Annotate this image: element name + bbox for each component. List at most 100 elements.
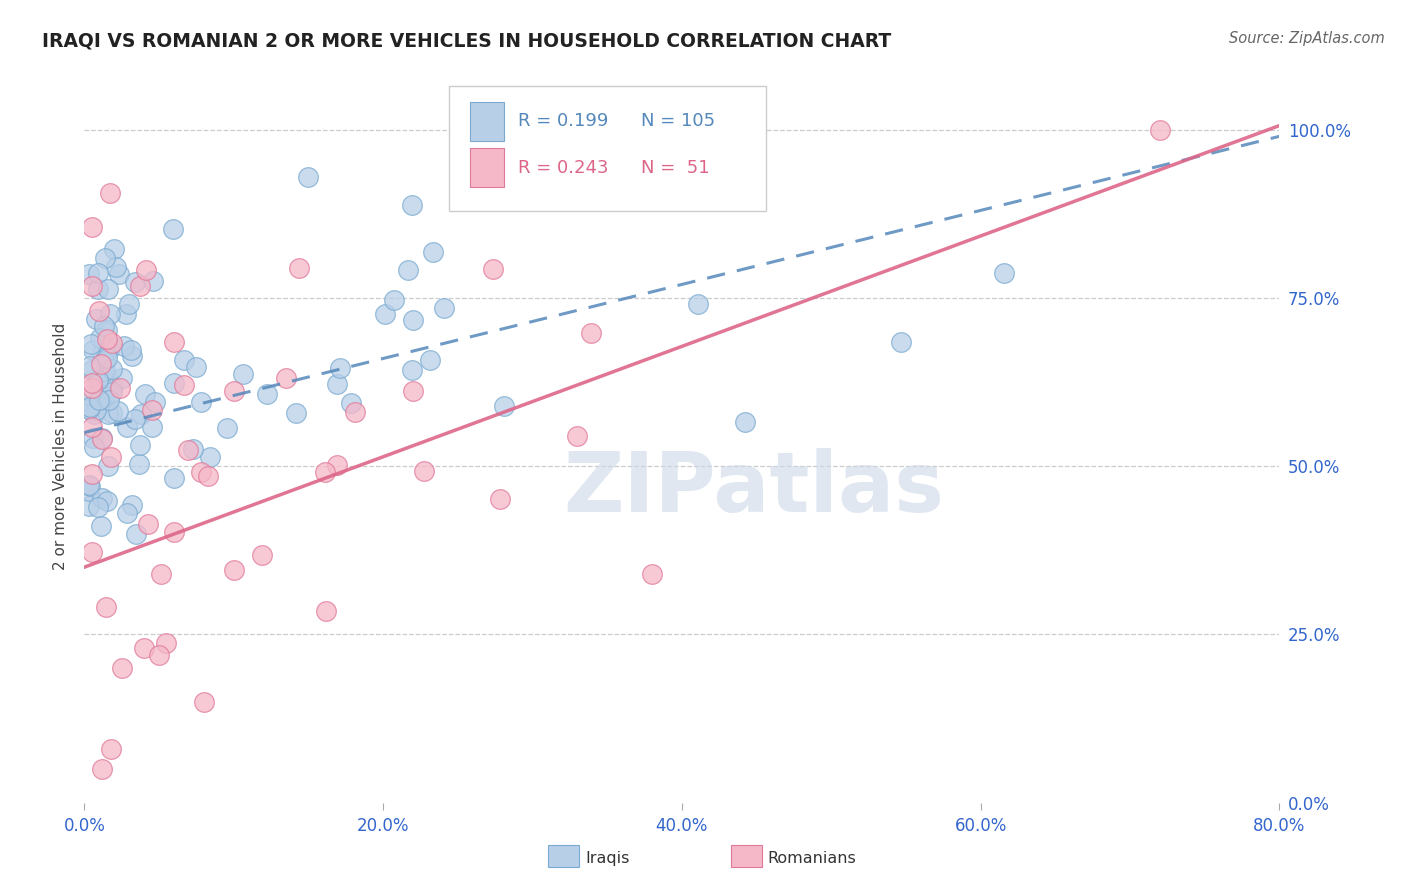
Point: [96, 332, 118, 346]
Point: [107, 404, 129, 418]
Point: [97, 407, 120, 421]
Point: [98, 307, 121, 321]
Point: [190, 395, 212, 409]
Point: [163, 525, 186, 540]
Point: [134, 387, 156, 401]
Point: [215, 421, 238, 435]
Point: [141, 403, 163, 417]
Point: [734, 415, 756, 429]
Point: [93, 319, 115, 334]
Point: [155, 635, 177, 649]
Point: [401, 198, 423, 212]
Point: [256, 387, 278, 401]
Point: [118, 297, 141, 311]
Point: [96, 351, 118, 366]
FancyBboxPatch shape: [471, 102, 503, 141]
Point: [101, 335, 124, 350]
Point: [173, 378, 195, 392]
Point: [125, 526, 148, 541]
Point: [96, 371, 118, 385]
Point: [890, 334, 912, 349]
Point: [163, 376, 186, 390]
Point: [314, 466, 336, 480]
Point: [86, 500, 108, 514]
Point: [413, 464, 436, 478]
Point: [98, 186, 121, 201]
Point: [90, 519, 112, 533]
Point: [190, 465, 212, 479]
Point: [173, 353, 195, 368]
Point: [124, 412, 146, 426]
Point: [112, 339, 135, 353]
Point: [87, 393, 110, 408]
Point: [565, 429, 588, 443]
Point: [110, 381, 132, 395]
Point: [222, 384, 245, 398]
Point: [326, 458, 349, 472]
Point: [80, 376, 103, 390]
Point: [82, 431, 104, 445]
Point: [93, 354, 115, 368]
Text: N =  51: N = 51: [641, 159, 710, 177]
Text: ZIPatlas: ZIPatlas: [564, 449, 943, 529]
Point: [94, 377, 117, 392]
Point: [77, 401, 100, 416]
Point: [98, 379, 121, 393]
Point: [274, 370, 297, 384]
Point: [101, 362, 124, 376]
Point: [396, 263, 419, 277]
Point: [121, 350, 143, 364]
Point: [433, 301, 456, 316]
Point: [91, 346, 114, 360]
Point: [103, 378, 125, 392]
Point: [80, 381, 103, 395]
Point: [177, 442, 200, 457]
Point: [149, 567, 172, 582]
Point: [482, 262, 505, 277]
Point: [120, 343, 142, 358]
Point: [374, 308, 396, 322]
Point: [284, 407, 307, 421]
Point: [132, 641, 155, 656]
Point: [488, 491, 510, 506]
Point: [94, 363, 117, 377]
Text: R = 0.199: R = 0.199: [519, 112, 609, 130]
Point: [686, 297, 709, 311]
Point: [77, 388, 100, 402]
Point: [100, 742, 122, 756]
Point: [77, 399, 100, 413]
Point: [94, 600, 117, 615]
Point: [124, 276, 146, 290]
Point: [641, 566, 664, 581]
Point: [90, 491, 112, 505]
Point: [89, 330, 111, 344]
Point: [384, 293, 406, 307]
Text: Iraqis: Iraqis: [585, 851, 630, 865]
Point: [579, 326, 602, 340]
Point: [232, 367, 254, 381]
Point: [142, 274, 165, 288]
Text: R = 0.243: R = 0.243: [519, 159, 609, 177]
Point: [163, 471, 186, 485]
Point: [91, 762, 114, 776]
Point: [90, 357, 112, 371]
Text: IRAQI VS ROMANIAN 2 OR MORE VEHICLES IN HOUSEHOLD CORRELATION CHART: IRAQI VS ROMANIAN 2 OR MORE VEHICLES IN …: [42, 31, 891, 50]
Point: [87, 303, 110, 318]
Point: [80, 467, 103, 481]
Point: [103, 242, 125, 256]
Point: [993, 266, 1015, 280]
Point: [87, 266, 110, 280]
Point: [1149, 122, 1171, 136]
Point: [101, 385, 124, 400]
Point: [96, 494, 118, 508]
Point: [83, 407, 105, 421]
Point: [87, 282, 110, 296]
Point: [84, 312, 107, 326]
Point: [186, 360, 208, 375]
Point: [77, 477, 100, 491]
Point: [107, 267, 129, 281]
Point: [494, 399, 516, 413]
Point: [77, 483, 100, 498]
Point: [101, 406, 124, 420]
Point: [143, 395, 166, 409]
